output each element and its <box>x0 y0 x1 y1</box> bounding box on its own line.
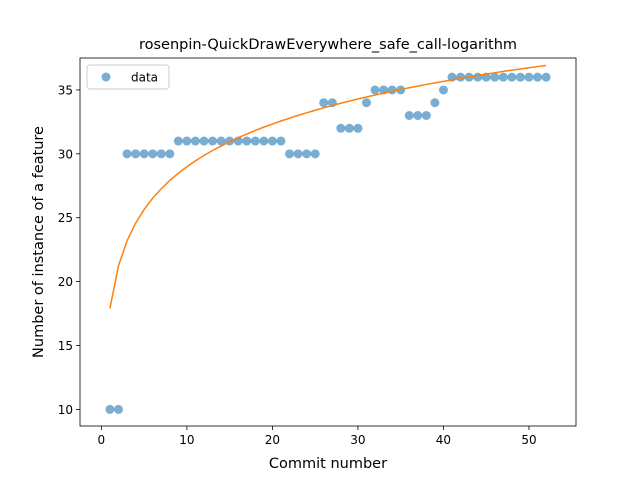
data-point <box>413 111 423 120</box>
data-point <box>216 136 226 146</box>
y-tick-label: 30 <box>58 147 73 161</box>
data-point <box>438 85 448 95</box>
data-point <box>156 149 166 159</box>
data-point <box>148 149 158 159</box>
data-point <box>507 72 517 82</box>
x-tick-label: 20 <box>265 433 280 447</box>
y-tick-label: 35 <box>58 83 73 97</box>
data-point <box>310 149 320 159</box>
y-tick-label: 15 <box>58 339 73 353</box>
data-point <box>353 123 363 133</box>
data-point <box>319 98 329 108</box>
data-point <box>208 136 218 146</box>
data-point <box>524 72 534 82</box>
data-point <box>541 72 551 82</box>
x-tick-label: 0 <box>98 433 106 447</box>
data-point <box>276 136 286 146</box>
data-point <box>250 136 260 146</box>
data-point <box>242 136 252 146</box>
data-point <box>421 111 431 120</box>
data-point <box>122 149 132 159</box>
legend-box <box>86 64 170 90</box>
data-point <box>361 98 371 108</box>
data-point <box>336 123 346 133</box>
data-point <box>131 149 141 159</box>
y-axis-label: Number of instance of a feature <box>31 126 47 358</box>
data-point <box>173 136 183 146</box>
legend: data <box>86 64 170 90</box>
x-tick-label: 40 <box>436 433 451 447</box>
data-point <box>285 149 295 159</box>
data-point <box>190 136 200 146</box>
x-tick-label: 10 <box>179 433 194 447</box>
data-point <box>293 149 303 159</box>
data-point <box>370 85 380 95</box>
data-point <box>105 404 115 414</box>
y-tick-label: 20 <box>58 275 73 289</box>
legend-label-data: data <box>131 71 158 85</box>
data-point <box>267 136 277 146</box>
data-point <box>302 149 312 159</box>
data-point <box>113 404 123 414</box>
data-point <box>404 111 414 120</box>
data-point <box>182 136 192 146</box>
ticks: 0 10 20 30 40 50 10 15 20 25 30 35 <box>58 83 537 447</box>
x-axis-label: Commit number <box>269 456 387 472</box>
data-point <box>259 136 269 146</box>
plot-area <box>105 64 551 414</box>
data-point <box>473 72 483 82</box>
fit-line <box>109 64 547 309</box>
axes-frame <box>79 57 577 427</box>
data-point <box>498 72 508 82</box>
data-point <box>199 136 209 146</box>
data-point <box>430 98 440 108</box>
x-tick-label: 50 <box>521 433 536 447</box>
y-tick-label: 10 <box>58 403 73 417</box>
data-point <box>165 149 175 159</box>
data-point <box>344 123 354 133</box>
chart-title: rosenpin-QuickDrawEverywhere_safe_call-l… <box>139 37 517 53</box>
data-point <box>490 72 500 82</box>
data-point <box>533 72 543 82</box>
data-point <box>139 149 149 159</box>
legend-marker-data <box>101 72 111 82</box>
x-tick-label: 30 <box>350 433 365 447</box>
y-tick-label: 25 <box>58 211 73 225</box>
data-point <box>515 72 525 82</box>
